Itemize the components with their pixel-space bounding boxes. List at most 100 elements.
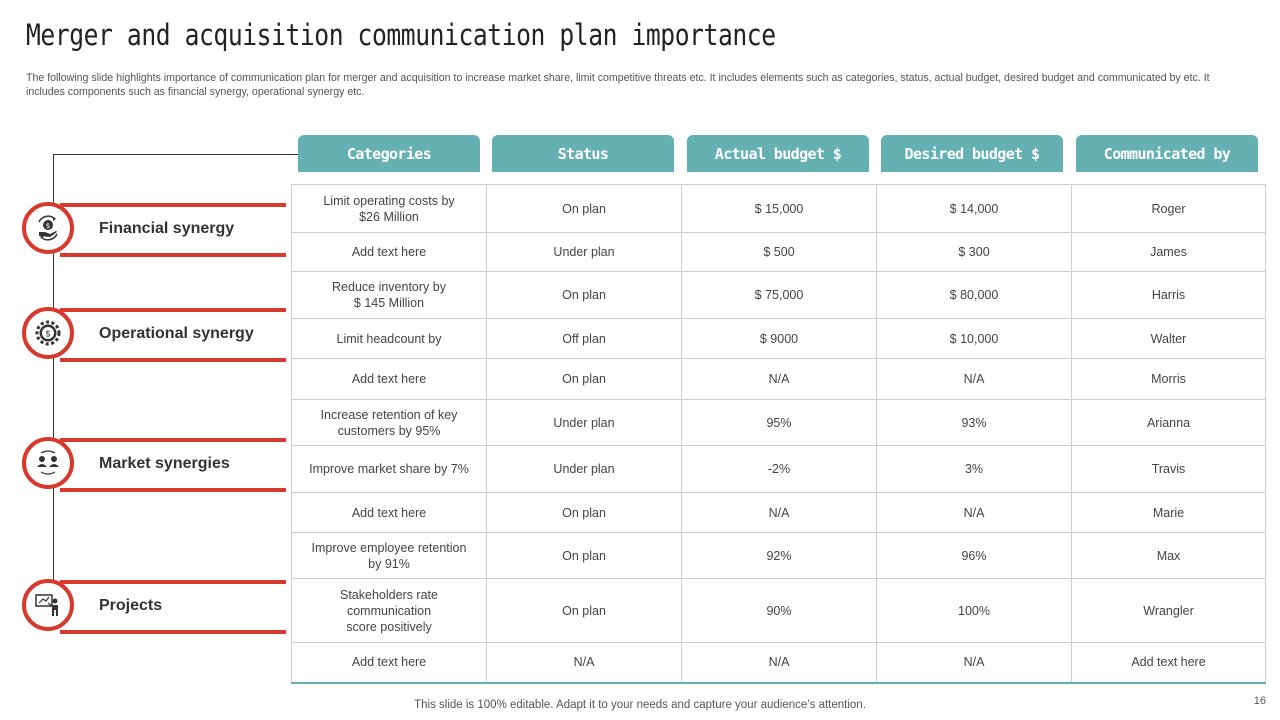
cell-actual-budget: 90% [681,578,877,643]
cell-actual-budget: N/A [681,358,877,400]
accent-bar [60,438,286,442]
cell-category: Increase retention of key customers by 9… [291,399,487,446]
cell-actual-budget: $ 15,000 [681,184,877,233]
connector-line-top [53,154,298,155]
cell-actual-budget: $ 9000 [681,318,877,359]
cell-actual-budget: N/A [681,492,877,533]
cell-communicated-by: Harris [1071,271,1266,319]
cell-category: Limit operating costs by $26 Million [291,184,487,233]
header-categories: Categories [298,135,480,172]
category-label: Projects [99,597,163,614]
cell-communicated-by: Travis [1071,445,1266,493]
table-row: Add text here Under plan $ 500 $ 300 Jam… [291,232,1266,272]
cell-category: Add text here [291,642,487,683]
table-row: Limit headcount by Off plan $ 9000 $ 10,… [291,318,1266,359]
cell-desired-budget: 3% [876,445,1072,493]
cell-status: On plan [486,271,682,319]
header-actual-budget: Actual budget $ [687,135,869,172]
cell-desired-budget: 96% [876,532,1072,579]
cell-actual-budget: -2% [681,445,877,493]
table-row: Add text here On plan N/A N/A Marie [291,492,1266,533]
cell-actual-budget: $ 500 [681,232,877,272]
category-label: Market synergies [99,455,230,472]
cell-desired-budget: N/A [876,358,1072,400]
table-row: Limit operating costs by $26 Million On … [291,184,1266,233]
cell-communicated-by: Add text here [1071,642,1266,683]
cell-status: Under plan [486,399,682,446]
page-subtitle: The following slide highlights importanc… [26,72,1210,98]
page-title: Merger and acquisition communication pla… [26,18,776,52]
cell-communicated-by: Walter [1071,318,1266,359]
header-desired-budget: Desired budget $ [881,135,1063,172]
cell-status: On plan [486,578,682,643]
cell-communicated-by: Marie [1071,492,1266,533]
cell-communicated-by: Wrangler [1071,578,1266,643]
cell-desired-budget: $ 80,000 [876,271,1072,319]
presentation-icon [35,594,58,616]
cell-communicated-by: Roger [1071,184,1266,233]
page-number: 16 [1253,695,1266,707]
icon-circle: $ [22,307,74,359]
people-exchange-icon [37,450,59,475]
money-hand-icon: $ [38,215,58,241]
category-label: Operational synergy [99,325,254,342]
cell-desired-budget: 100% [876,578,1072,643]
communication-plan-table: Limit operating costs by $26 Million On … [291,184,1266,684]
svg-text:$: $ [46,222,50,230]
cell-desired-budget: N/A [876,642,1072,683]
cell-category: Improve market share by 7% [291,445,487,493]
icon-circle [22,579,74,631]
accent-bar [60,580,286,584]
table-row: Stakeholders rate communication score po… [291,578,1266,643]
table-row: Add text here On plan N/A N/A Morris [291,358,1266,400]
accent-bar [60,630,286,634]
accent-bar [60,253,286,257]
cell-category: Stakeholders rate communication score po… [291,578,487,643]
cell-status: On plan [486,492,682,533]
connector-line-vertical [53,154,54,610]
cell-desired-budget: $ 300 [876,232,1072,272]
icon-circle [22,437,74,489]
accent-bar [60,358,286,362]
cell-status: Under plan [486,445,682,493]
cell-category: Add text here [291,358,487,400]
cell-communicated-by: Arianna [1071,399,1266,446]
cell-status: Off plan [486,318,682,359]
cell-actual-budget: 95% [681,399,877,446]
footer-note: This slide is 100% editable. Adapt it to… [414,699,866,711]
cell-desired-budget: $ 10,000 [876,318,1072,359]
cell-communicated-by: Max [1071,532,1266,579]
cell-status: Under plan [486,232,682,272]
cell-category: Limit headcount by [291,318,487,359]
cell-category: Add text here [291,492,487,533]
category-label: Financial synergy [99,220,235,237]
cell-actual-budget: $ 75,000 [681,271,877,319]
data-table: Limit operating costs by $26 Million On … [291,184,1266,684]
header-status: Status [492,135,674,172]
cell-desired-budget: N/A [876,492,1072,533]
cell-communicated-by: Morris [1071,358,1266,400]
table-row: Improve market share by 7% Under plan -2… [291,445,1266,493]
cell-desired-budget: $ 14,000 [876,184,1072,233]
cell-status: On plan [486,358,682,400]
cell-communicated-by: James [1071,232,1266,272]
accent-bar [60,203,286,207]
cell-actual-budget: 92% [681,532,877,579]
header-communicated-by: Communicated by [1076,135,1258,172]
svg-text:$: $ [45,330,51,340]
cell-category: Improve employee retention by 91% [291,532,487,579]
icon-circle: $ [22,202,74,254]
cell-status: On plan [486,532,682,579]
cell-category: Add text here [291,232,487,272]
cell-status: N/A [486,642,682,683]
cell-category: Reduce inventory by $ 145 Million [291,271,487,319]
cell-actual-budget: N/A [681,642,877,683]
accent-bar [60,488,286,492]
table-row: Add text here N/A N/A N/A Add text here [291,642,1266,683]
table-row: Increase retention of key customers by 9… [291,399,1266,446]
cell-status: On plan [486,184,682,233]
cell-desired-budget: 93% [876,399,1072,446]
table-row: Reduce inventory by $ 145 Million On pla… [291,271,1266,319]
accent-bar [60,308,286,312]
